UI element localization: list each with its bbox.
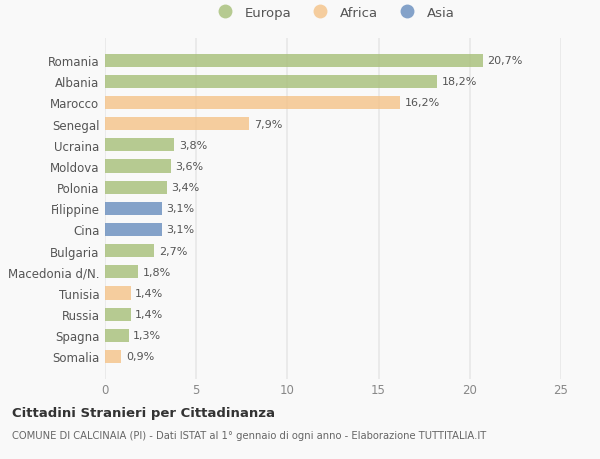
Bar bbox=[105, 287, 131, 300]
Bar bbox=[105, 181, 167, 194]
Text: Cittadini Stranieri per Cittadinanza: Cittadini Stranieri per Cittadinanza bbox=[12, 406, 275, 419]
Bar bbox=[105, 97, 400, 110]
Text: 7,9%: 7,9% bbox=[254, 119, 282, 129]
Text: COMUNE DI CALCINAIA (PI) - Dati ISTAT al 1° gennaio di ogni anno - Elaborazione : COMUNE DI CALCINAIA (PI) - Dati ISTAT al… bbox=[12, 430, 486, 440]
Bar bbox=[105, 329, 129, 342]
Text: 1,4%: 1,4% bbox=[135, 288, 163, 298]
Text: 0,9%: 0,9% bbox=[126, 352, 154, 362]
Text: 3,6%: 3,6% bbox=[175, 162, 203, 172]
Bar bbox=[105, 308, 131, 321]
Bar bbox=[105, 202, 161, 215]
Bar bbox=[105, 76, 437, 89]
Text: 1,4%: 1,4% bbox=[135, 309, 163, 319]
Bar bbox=[105, 266, 138, 279]
Text: 3,4%: 3,4% bbox=[172, 183, 200, 193]
Text: 16,2%: 16,2% bbox=[405, 98, 440, 108]
Text: 3,1%: 3,1% bbox=[166, 225, 194, 235]
Bar bbox=[105, 224, 161, 236]
Bar bbox=[105, 245, 154, 257]
Text: 3,8%: 3,8% bbox=[179, 140, 207, 151]
Bar bbox=[105, 160, 170, 173]
Text: 3,1%: 3,1% bbox=[166, 204, 194, 214]
Text: 1,3%: 1,3% bbox=[133, 330, 161, 341]
Text: 18,2%: 18,2% bbox=[442, 77, 477, 87]
Text: 1,8%: 1,8% bbox=[142, 267, 170, 277]
Legend: Europa, Africa, Asia: Europa, Africa, Asia bbox=[211, 6, 455, 20]
Bar bbox=[105, 118, 249, 131]
Bar bbox=[105, 139, 175, 152]
Bar bbox=[105, 350, 121, 363]
Text: 20,7%: 20,7% bbox=[487, 56, 523, 66]
Bar bbox=[105, 55, 482, 67]
Text: 2,7%: 2,7% bbox=[159, 246, 187, 256]
